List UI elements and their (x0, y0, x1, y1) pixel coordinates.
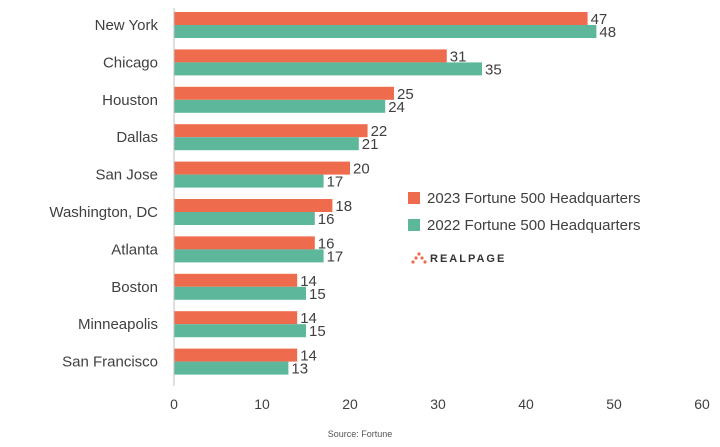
bar-boston-2023 (174, 273, 298, 287)
bar-chicago-2023 (174, 49, 447, 63)
bar-houston-2022 (174, 99, 386, 113)
category-label-san-jose: San Jose (95, 167, 158, 184)
category-label-atlanta: Atlanta (111, 241, 158, 258)
legend-swatch-2022 (408, 219, 420, 231)
value-label-san-francisco-2022: 13 (291, 361, 308, 378)
x-tick-label-20: 20 (342, 396, 358, 412)
bar-minneapolis-2023 (174, 311, 298, 325)
x-tick-label-50: 50 (606, 396, 622, 412)
legend-label-2022: 2022 Fortune 500 Headquarters (427, 217, 640, 234)
legend: 2023 Fortune 500 Headquarters 2022 Fortu… (408, 190, 640, 234)
x-tick-label-0: 0 (170, 396, 178, 412)
bar-atlanta-2023 (174, 236, 315, 250)
value-label-san-jose-2023: 20 (353, 161, 370, 178)
bar-san-jose-2022 (174, 174, 324, 188)
legend-swatch-2023 (408, 192, 420, 204)
value-label-houston-2022: 24 (388, 99, 405, 116)
value-label-new-york-2022: 48 (599, 24, 616, 41)
category-label-washington-dc: Washington, DC (49, 204, 158, 221)
value-label-chicago-2023: 31 (450, 48, 467, 65)
value-label-atlanta-2023: 16 (318, 235, 335, 252)
bar-chicago-2022 (174, 62, 482, 76)
x-tick-label-40: 40 (518, 396, 534, 412)
value-label-dallas-2022: 21 (362, 136, 379, 153)
value-label-washington-dc-2022: 16 (318, 211, 335, 228)
value-label-washington-dc-2023: 18 (335, 198, 352, 215)
category-label-chicago: Chicago (103, 54, 158, 71)
bar-san-francisco-2022 (174, 361, 289, 375)
bar-atlanta-2022 (174, 249, 324, 263)
bar-washington-dc-2022 (174, 212, 315, 225)
category-label-minneapolis: Minneapolis (78, 316, 158, 333)
value-label-boston-2022: 15 (309, 286, 326, 303)
bar-san-francisco-2023 (174, 348, 298, 362)
value-label-minneapolis-2023: 14 (300, 310, 317, 327)
legend-item-2022: 2022 Fortune 500 Headquarters (408, 217, 640, 234)
x-tick-label-30: 30 (430, 396, 446, 412)
category-label-houston: Houston (102, 92, 158, 109)
value-label-houston-2023: 25 (397, 86, 414, 103)
realpage-dots-icon (411, 252, 427, 264)
bar-boston-2022 (174, 286, 306, 300)
category-label-new-york: New York (95, 17, 159, 34)
value-label-minneapolis-2022: 15 (309, 323, 326, 340)
category-labels: New York Chicago Houston Dallas San Jose Wash… (49, 17, 158, 371)
bar-dallas-2022 (174, 137, 359, 151)
bar-new-york-2022 (174, 25, 597, 38)
value-label-boston-2023: 14 (300, 273, 317, 290)
source-note: Source: Fortune (328, 429, 393, 439)
value-label-san-francisco-2023: 14 (300, 348, 317, 365)
value-label-new-york-2023: 47 (591, 11, 608, 28)
x-tick-label-60: 60 (694, 396, 710, 412)
legend-item-2023: 2023 Fortune 500 Headquarters (408, 190, 640, 207)
bar-minneapolis-2022 (174, 324, 306, 338)
bar-san-jose-2023 (174, 161, 350, 175)
realpage-logo: REALPAGE (411, 252, 506, 265)
value-label-atlanta-2022: 17 (327, 248, 344, 265)
bars (174, 12, 597, 375)
bar-new-york-2023 (174, 12, 588, 25)
x-axis: 0 10 20 30 40 50 60 (170, 8, 710, 412)
value-label-san-jose-2022: 17 (327, 174, 344, 191)
bar-dallas-2023 (174, 124, 368, 138)
category-label-dallas: Dallas (116, 129, 158, 146)
bar-washington-dc-2023 (174, 199, 333, 212)
category-label-san-francisco: San Francisco (62, 354, 158, 371)
category-label-boston: Boston (111, 279, 158, 296)
bar-houston-2023 (174, 86, 394, 100)
x-tick-label-10: 10 (254, 396, 270, 412)
value-label-chicago-2022: 35 (485, 61, 502, 78)
value-label-dallas-2023: 22 (371, 123, 388, 140)
brand-name: REALPAGE (430, 253, 506, 265)
legend-label-2023: 2023 Fortune 500 Headquarters (427, 190, 640, 207)
